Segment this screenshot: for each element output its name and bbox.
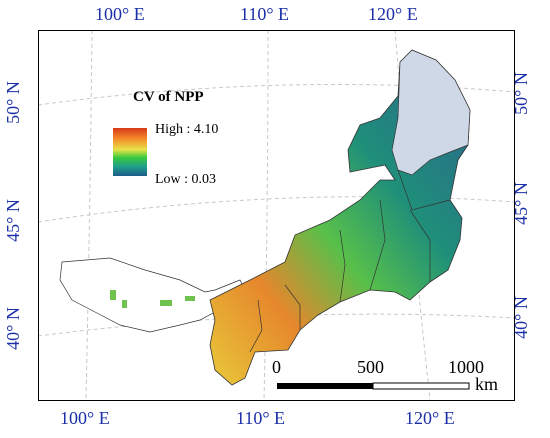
lat-label-left-50: 50° N [2,81,23,124]
scalebar-tick-500: 500 [357,357,384,377]
lon-label-bottom-110: 110° E [236,408,286,428]
lon-label-top-110: 110° E [240,4,290,24]
legend-color-ramp [113,128,147,176]
lat-label-right-40: 40° N [510,296,531,339]
west-patches [110,290,195,308]
legend-high-label: High : 4.10 [155,122,219,137]
legend-title: CV of NPP [133,89,204,105]
lon-label-bottom-100: 100° E [60,408,110,428]
lon-label-bottom-120: 120° E [405,408,455,428]
scalebar-tick-1000: 1000 [448,357,484,377]
lat-label-left-40: 40° N [2,307,23,350]
lon-label-top-100: 100° E [95,4,145,24]
legend-low-label: Low : 0.03 [155,172,217,187]
lat-label-right-50: 50° N [510,72,531,115]
lat-label-left-45: 45° N [2,199,23,242]
lat-label-right-45: 45° N [510,182,531,225]
region-northeast [391,49,471,176]
admin-boundaries [249,169,451,353]
lon-label-top-120: 120° E [368,4,418,24]
scalebar-unit: km [475,374,499,394]
scalebar-tick-0: 0 [272,357,281,377]
